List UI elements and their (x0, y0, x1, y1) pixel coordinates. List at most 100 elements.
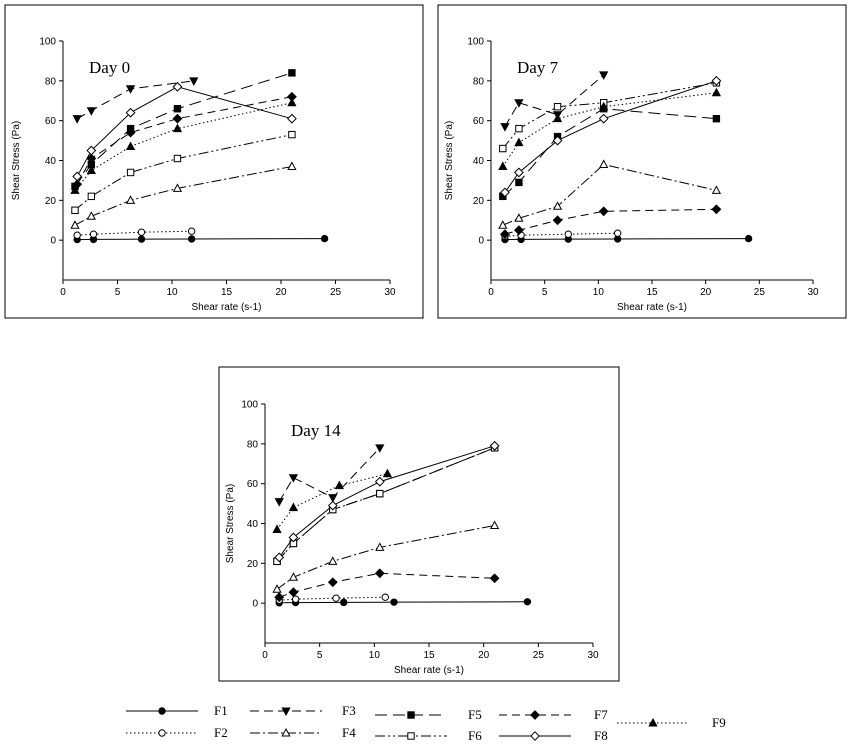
data-point-f3 (274, 498, 284, 507)
data-point-f7 (125, 127, 136, 138)
legend-item-f8: F8 (499, 728, 608, 743)
data-point-f7 (552, 215, 563, 226)
legend-label: F8 (594, 728, 608, 743)
series-f4 (272, 520, 500, 593)
panel-title: Day 14 (291, 421, 341, 440)
data-point-f8 (327, 500, 338, 511)
data-point-f2 (381, 593, 389, 601)
series-f9 (498, 87, 722, 170)
series-f6 (71, 130, 296, 214)
legend-marker (407, 711, 415, 719)
data-point-f1 (390, 598, 398, 606)
chart-panel-day-14: 0 20 40 60 80 100 0 5 10 15 20 25 30 Shear rate (s-1)… (218, 366, 620, 682)
series-line-f2 (279, 596, 386, 601)
x-tick-label: 15 (221, 287, 233, 298)
series-line-f3 (504, 74, 605, 127)
data-point-f3 (599, 71, 609, 80)
series-f1 (275, 598, 532, 607)
series-f4 (70, 161, 297, 229)
chart-panel-day-0: 0 20 40 60 80 100 0 5 10 15 20 25 30 Shear rate (s-1)… (4, 4, 424, 319)
y-tick-label: 60 (247, 479, 259, 490)
x-tick-label: 0 (488, 287, 494, 298)
x-tick-label: 5 (542, 287, 548, 298)
legend-marker (158, 707, 166, 715)
y-tick-label: 100 (467, 37, 484, 48)
x-tick-label: 5 (115, 287, 121, 298)
data-point-f4 (288, 572, 299, 581)
x-axis-label: Shear rate (s-1) (191, 302, 261, 313)
series-f9 (272, 468, 393, 533)
data-point-f7 (172, 113, 183, 124)
data-point-f8 (286, 113, 297, 124)
data-point-f1 (340, 598, 348, 607)
series-f3 (274, 444, 385, 507)
data-point-f8 (374, 476, 385, 487)
x-axis-label: Shear rate (s-1) (394, 665, 464, 676)
x-tick-label: 0 (262, 650, 268, 661)
data-point-f9 (272, 524, 282, 533)
series-line-f2 (77, 230, 192, 236)
data-point-f7 (327, 577, 338, 588)
y-tick-label: 20 (247, 559, 259, 570)
data-point-f1 (137, 235, 146, 243)
y-tick-label: 40 (45, 156, 57, 167)
x-tick-label: 20 (700, 287, 712, 298)
data-point-f7 (274, 592, 285, 603)
data-point-f3 (375, 444, 385, 453)
data-point-f3 (125, 85, 136, 94)
data-point-f2 (291, 595, 300, 603)
data-point-f3 (514, 99, 524, 108)
legend-item-f4: F4 (250, 725, 356, 740)
data-point-f4 (272, 584, 282, 593)
data-point-f9 (711, 87, 722, 97)
data-point-f3 (189, 77, 199, 86)
data-point-f7 (598, 206, 609, 217)
legend-item-f2: F2 (126, 725, 228, 740)
legend-marker (281, 707, 291, 717)
x-tick-label: 10 (166, 287, 178, 298)
series-f8 (500, 75, 722, 198)
series-f8 (72, 81, 297, 182)
x-tick-label: 15 (646, 287, 658, 298)
y-tick-label: 100 (39, 37, 56, 48)
data-point-f9 (288, 502, 299, 512)
data-point-f1 (523, 598, 532, 606)
series-f8 (274, 440, 500, 563)
legend-label: F1 (214, 703, 228, 718)
data-point-f1 (744, 234, 753, 243)
data-point-f6 (173, 154, 182, 163)
data-point-f7 (288, 587, 299, 598)
y-axis-label: Shear Stress (Pa) (11, 121, 22, 200)
legend-marker (158, 729, 166, 737)
series-f3 (500, 71, 609, 132)
data-point-f9 (498, 161, 508, 170)
legend: F1 F2 F3 F4 F5 F6 F7 F8 F9 (126, 703, 726, 743)
y-tick-label: 0 (50, 236, 56, 247)
data-point-f4 (125, 195, 136, 204)
legend-item-f6: F6 (375, 728, 482, 743)
data-point-f8 (274, 552, 285, 563)
data-point-f6 (515, 124, 523, 133)
data-point-f8 (86, 145, 97, 156)
y-tick-label: 20 (473, 196, 485, 207)
data-point-f7 (86, 153, 97, 164)
data-point-f6 (376, 489, 384, 498)
legend-marker (530, 731, 540, 741)
data-point-f6 (126, 168, 135, 177)
data-point-f8 (598, 113, 609, 124)
data-point-f1 (187, 235, 196, 243)
data-point-f4 (287, 161, 297, 170)
data-point-f2 (89, 230, 98, 238)
series-line-f9 (276, 473, 388, 530)
data-point-f8 (513, 167, 524, 178)
legend-label: F2 (214, 725, 228, 740)
y-axis-label: Shear Stress (Pa) (225, 484, 236, 563)
y-tick-label: 20 (45, 196, 57, 207)
data-point-f2 (564, 230, 572, 238)
series-f9 (70, 97, 297, 194)
data-point-f8 (711, 75, 722, 86)
data-point-f9 (334, 480, 344, 490)
data-point-f4 (86, 211, 96, 220)
legend-item-f1: F1 (126, 703, 228, 718)
x-tick-label: 10 (593, 287, 605, 298)
